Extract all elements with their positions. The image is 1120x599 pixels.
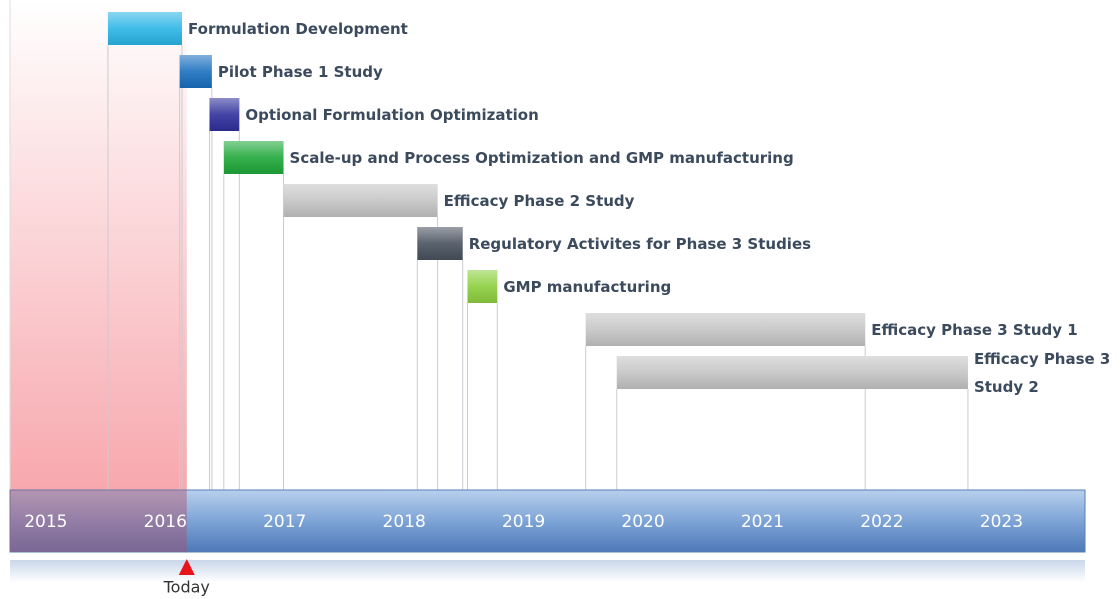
task-bar-gloss — [417, 227, 463, 260]
task-bar-gloss — [209, 98, 240, 131]
task-label: Formulation Development — [188, 19, 408, 38]
task-label: Pilot Phase 1 Study — [217, 62, 383, 81]
task-bar-gloss — [179, 55, 212, 88]
task-label: Regulatory Activites for Phase 3 Studies — [468, 234, 812, 253]
x-tick-label: 2023 — [980, 512, 1023, 532]
task-label: Optional Formulation Optimization — [245, 105, 539, 124]
today-marker — [178, 559, 195, 575]
x-tick-label: 2019 — [502, 512, 545, 532]
past-region — [10, 0, 187, 490]
x-tick-label: 2018 — [383, 512, 426, 532]
timeline-reflection — [10, 560, 1085, 582]
timeline — [9, 489, 1086, 553]
x-tick-label: 2015 — [24, 512, 67, 532]
task-label: Efficacy Phase 2 Study — [443, 191, 635, 210]
task-label: Scale-up and Process Optimization and GM… — [289, 148, 794, 167]
x-tick-label: 2022 — [860, 512, 903, 532]
task-bar-gloss — [223, 141, 284, 174]
today-label: Today — [163, 578, 210, 597]
x-tick-label: 2020 — [621, 512, 664, 532]
task-bar-gloss — [616, 356, 968, 389]
task-label: GMP manufacturing — [503, 277, 672, 296]
task-label: Efficacy Phase 3 Study 1 — [871, 320, 1078, 339]
task-bar-gloss — [107, 12, 182, 45]
x-tick-label: 2017 — [263, 512, 306, 532]
task-bar-gloss — [283, 184, 438, 217]
task-bar-gloss — [585, 313, 866, 346]
timeline-past — [10, 490, 187, 552]
x-tick-label: 2016 — [144, 512, 187, 532]
task-label: Efficacy Phase 3 Study 2 — [973, 349, 1111, 396]
x-tick-label: 2021 — [741, 512, 784, 532]
task-bar-gloss — [467, 270, 498, 303]
